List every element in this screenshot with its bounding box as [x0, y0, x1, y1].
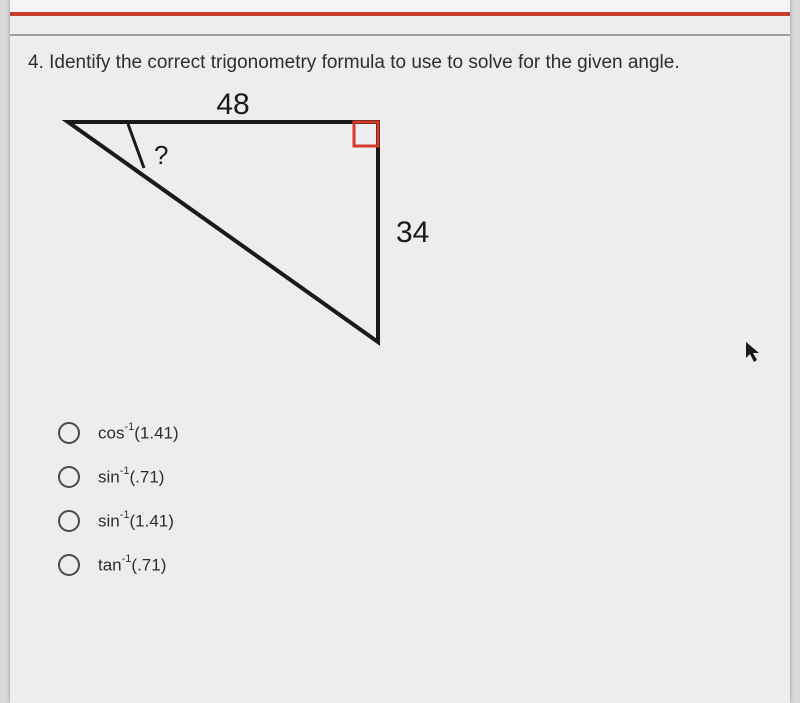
triangle-figure: ? 48 34 [58, 92, 478, 392]
question-text-body: Identify the correct trigonometry formul… [49, 52, 680, 73]
svg-text:?: ? [154, 140, 168, 170]
radio-2[interactable] [58, 510, 80, 532]
cursor-icon [744, 340, 764, 364]
option-label-2: sin-1(1.41) [98, 511, 174, 532]
option-3[interactable]: tan-1(.71) [58, 554, 772, 576]
option-1[interactable]: sin-1(.71) [58, 466, 772, 488]
page: 4. Identify the correct trigonometry for… [10, 0, 790, 703]
svg-text:48: 48 [216, 92, 249, 121]
question-block: 4. Identify the correct trigonometry for… [10, 36, 790, 576]
triangle-svg: ? 48 34 [58, 92, 478, 392]
question-prompt: 4. Identify the correct trigonometry for… [28, 52, 772, 74]
option-2[interactable]: sin-1(1.41) [58, 510, 772, 532]
question-number: 4. [28, 52, 44, 73]
radio-1[interactable] [58, 466, 80, 488]
answer-options: cos-1(1.41) sin-1(.71) sin-1(1.41) tan-1(.7… [58, 422, 772, 576]
option-label-3: tan-1(.71) [98, 555, 166, 576]
radio-0[interactable] [58, 422, 80, 444]
svg-text:34: 34 [396, 216, 429, 249]
option-label-0: cos-1(1.41) [98, 423, 179, 444]
option-0[interactable]: cos-1(1.41) [58, 422, 772, 444]
option-label-1: sin-1(.71) [98, 467, 164, 488]
radio-3[interactable] [58, 554, 80, 576]
accent-bar [10, 0, 790, 16]
